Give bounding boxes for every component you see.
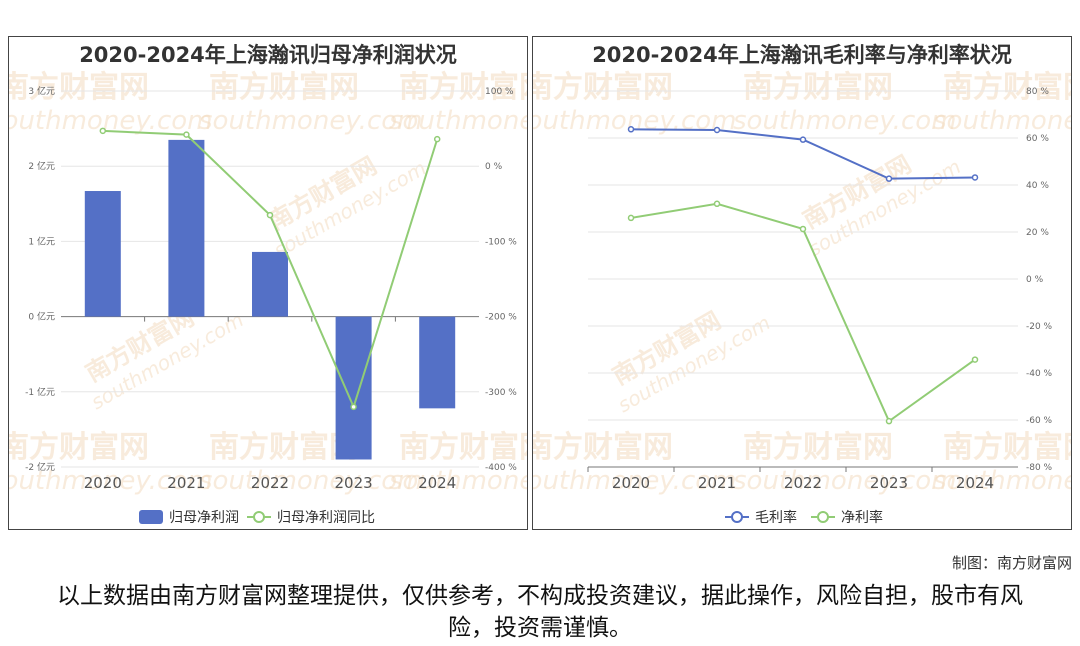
x-tick-label: 2023	[335, 474, 373, 492]
y-right-tick-label: -80 %	[1026, 463, 1053, 473]
y-right-tick-label: -100 %	[485, 237, 517, 247]
y-right-tick-label: 60 %	[1026, 134, 1049, 144]
bar	[335, 316, 372, 460]
watermark-domain: southmoney.com	[9, 466, 212, 496]
watermark-brand: 南方财富网	[399, 430, 528, 465]
y-left-tick-label: 3 亿元	[28, 85, 55, 97]
chart-title-margins: 2020-2024年上海瀚讯毛利率与净利率状况	[592, 43, 1012, 67]
x-tick-label: 2022	[784, 474, 822, 492]
line-point	[266, 211, 274, 219]
chart-panel-margins: 南方财富网 southmoney.com 南方财富网 southmoney.com 南方…	[532, 36, 1072, 530]
watermark-brand: 南方财富网	[209, 70, 359, 105]
watermark-brand: 南方财富网	[743, 430, 893, 465]
disclaimer-text: 以上数据由南方财富网整理提供，仅供参考，不构成投资建议，据此操作，风险自担，股市…	[57, 583, 1023, 641]
y-right-tick-label: -20 %	[1026, 322, 1053, 332]
line-point	[799, 225, 807, 233]
y-right-tick-label: -60 %	[1026, 416, 1053, 426]
legend-label: 净利率	[841, 509, 883, 526]
bar	[419, 316, 456, 409]
x-tick-label: 2024	[956, 474, 994, 492]
watermark-domain: southmoney.com	[199, 466, 422, 496]
y-right-tick-label: 0 %	[1026, 275, 1044, 285]
line-point	[627, 126, 635, 133]
y-right-tick-label: 100 %	[485, 87, 514, 97]
watermark-brand: 南方财富网	[533, 70, 673, 105]
watermark-brand: 南方财富网	[743, 70, 893, 105]
watermark-brand: 南方财富网	[9, 430, 149, 465]
x-tick-label: 2022	[251, 474, 289, 492]
watermark-domain: southmoney.com	[389, 106, 528, 136]
legend-label: 毛利率	[755, 509, 797, 526]
y-left-tick-label: 0 亿元	[28, 311, 55, 323]
bar	[252, 251, 288, 317]
x-tick-label: 2021	[167, 474, 205, 492]
legend-marker	[731, 511, 743, 523]
line-point	[350, 403, 357, 411]
y-right-tick-label: -400 %	[485, 463, 517, 473]
chart-credit: 制图：南方财富网	[951, 554, 1072, 572]
bar	[168, 139, 205, 317]
line-point	[99, 127, 107, 135]
legend-marker	[253, 511, 265, 523]
series-line	[630, 202, 976, 423]
y-right-tick-label: 20 %	[1026, 228, 1049, 238]
y-right-tick-label: -300 %	[485, 388, 517, 398]
watermark-brand: 南方财富网	[9, 70, 149, 105]
y-right-tick-label: 40 %	[1026, 181, 1049, 191]
watermark-brand: 南方财富网	[399, 70, 528, 105]
legend-label: 归母净利润	[169, 509, 239, 526]
x-tick-label: 2021	[698, 474, 736, 492]
watermark-brand: 南方财富网	[533, 430, 673, 465]
y-left-tick-label: -1 亿元	[25, 386, 55, 398]
line-point	[885, 175, 893, 182]
y-right-tick-label: 0 %	[485, 162, 503, 172]
watermark-domain: southmoney.com	[533, 466, 736, 496]
legend-label: 归母净利润同比	[277, 509, 375, 526]
bar	[84, 191, 121, 317]
line-point	[713, 200, 721, 208]
chart-panel-net-profit: 南方财富网 southmoney.com 南方财富网 southmoney.com 南方…	[8, 36, 528, 530]
x-tick-label: 2020	[84, 474, 122, 492]
x-tick-label: 2020	[612, 474, 650, 492]
x-tick-label: 2023	[870, 474, 908, 492]
y-right-tick-label: 80 %	[1026, 87, 1049, 97]
watermark-domain: southmoney.com	[199, 106, 422, 136]
x-tick-label: 2024	[418, 474, 456, 492]
watermark-domain: southmoney.com	[733, 466, 956, 496]
y-left-tick-label: -2 亿元	[25, 461, 55, 473]
line-point	[433, 135, 441, 143]
legend-marker	[817, 511, 829, 523]
y-right-tick-label: -200 %	[485, 313, 517, 323]
watermark-domain: southmoney.com	[933, 466, 1072, 496]
y-left-tick-label: 1 亿元	[28, 235, 55, 247]
watermark-domain: southmoney.com	[733, 106, 956, 136]
line-point	[183, 131, 190, 138]
watermark-brand: 南方财富网	[943, 70, 1072, 105]
watermark-brand: 南方财富网	[209, 430, 359, 465]
margin-chart: 南方财富网southmoney.com南方财富网southmoney.com南方…	[533, 70, 1072, 526]
legend-swatch	[139, 510, 163, 524]
line-point	[971, 174, 979, 181]
watermark-domain: southmoney.com	[389, 466, 528, 496]
watermark-domain: southmoney.com	[533, 106, 736, 136]
line-point	[627, 214, 635, 222]
net-profit-chart: 南方财富网southmoney.com南方财富网southmoney.com南方…	[9, 70, 528, 526]
watermark-domain: southmoney.com	[933, 106, 1072, 136]
y-right-tick-label: -40 %	[1026, 369, 1053, 379]
line-point	[799, 136, 807, 143]
line-point	[971, 356, 979, 363]
y-left-tick-label: 2 亿元	[28, 160, 55, 172]
chart-title-net-profit: 2020-2024年上海瀚讯归母净利润状况	[79, 43, 457, 67]
line-point	[885, 417, 893, 425]
line-point	[713, 126, 721, 134]
watermark-brand: 南方财富网	[943, 430, 1072, 465]
